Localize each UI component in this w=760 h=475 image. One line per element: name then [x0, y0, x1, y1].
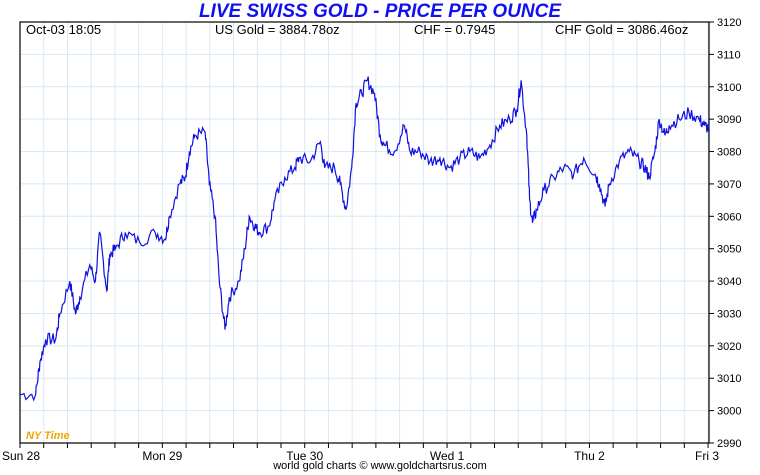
- x-tick-label: Mon 29: [142, 449, 182, 463]
- y-tick-label: 3110: [717, 49, 741, 61]
- chf-gold-price: CHF Gold = 3086.46oz: [555, 22, 689, 37]
- y-tick-label: 3030: [717, 308, 741, 320]
- y-tick-label: 3120: [717, 17, 741, 29]
- y-tick-label: 3040: [717, 276, 741, 288]
- y-tick-label: 3050: [717, 244, 741, 256]
- timezone-label: NY Time: [26, 430, 70, 442]
- y-tick-label: 3090: [717, 114, 741, 126]
- credit-text: world gold charts © www.goldchartsrus.co…: [273, 460, 487, 472]
- timestamp: Oct-03 18:05: [26, 22, 102, 37]
- chart-title: LIVE SWISS GOLD - PRICE PER OUNCE: [198, 1, 562, 22]
- plot-frame: [19, 21, 710, 444]
- x-tick-label: Thu 2: [574, 449, 605, 463]
- y-tick-label: 3010: [717, 373, 741, 385]
- price-line-chf-gold: [19, 76, 710, 402]
- us-gold-price: US Gold = 3884.78oz: [215, 22, 340, 37]
- chf-rate: CHF = 0.7945: [414, 22, 496, 37]
- y-tick-label: 3080: [717, 147, 741, 159]
- y-tick-label: 3020: [717, 341, 741, 353]
- y-tick-label: 3000: [717, 406, 741, 418]
- x-tick-label: Fri 3: [695, 449, 719, 463]
- x-tick-label: Tue 30: [286, 449, 323, 463]
- x-tick-label: Wed 1: [430, 449, 465, 463]
- y-tick-label: 3060: [717, 211, 741, 223]
- y-tick-label: 2990: [717, 438, 741, 450]
- x-tick-label: Sun 28: [2, 449, 40, 463]
- y-tick-label: 3070: [717, 179, 741, 191]
- y-tick-label: 3100: [717, 82, 741, 94]
